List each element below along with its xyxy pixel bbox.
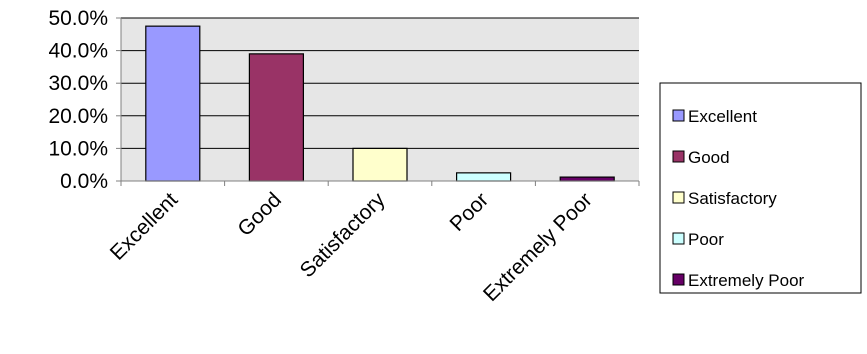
y-tick-label: 0.0% <box>60 170 108 193</box>
legend-label: Excellent <box>688 107 757 126</box>
legend-swatch <box>672 191 685 204</box>
x-axis-ticks <box>120 181 640 186</box>
legend-swatch <box>672 232 685 245</box>
bar-extremely-poor <box>559 176 615 182</box>
legend-swatch <box>672 273 685 286</box>
legend-label: Extremely Poor <box>688 271 805 290</box>
x-tick-label: Extremely Poor <box>479 188 597 306</box>
legend-label: Poor <box>688 230 724 249</box>
x-tick-label: Good <box>233 188 286 241</box>
bar-poor <box>456 172 512 182</box>
y-tick-label: 20.0% <box>48 105 108 128</box>
y-tick-label: 30.0% <box>48 72 108 95</box>
legend-label: Good <box>688 148 730 167</box>
y-tick-label: 10.0% <box>48 137 108 160</box>
y-axis-ticks: 0.0% 10.0% 20.0% 30.0% 40.0% 50.0% <box>48 7 121 193</box>
x-tick-label: Excellent <box>106 188 183 265</box>
bar-good <box>248 53 304 182</box>
legend: Excellent Good Satisfactory Poor Extremely P… <box>659 82 862 294</box>
y-tick-label: 40.0% <box>48 40 108 63</box>
x-tick-label: Satisfactory <box>296 188 390 282</box>
bars <box>145 25 615 182</box>
legend-box <box>659 82 862 294</box>
x-tick-label: Poor <box>446 188 494 236</box>
bar-excellent <box>145 25 201 182</box>
legend-label: Satisfactory <box>688 189 777 208</box>
gridlines <box>121 17 639 149</box>
y-tick-label: 50.0% <box>48 7 108 30</box>
legend-swatch <box>672 109 685 122</box>
legend-swatch <box>672 150 685 163</box>
bar-satisfactory <box>352 147 408 182</box>
